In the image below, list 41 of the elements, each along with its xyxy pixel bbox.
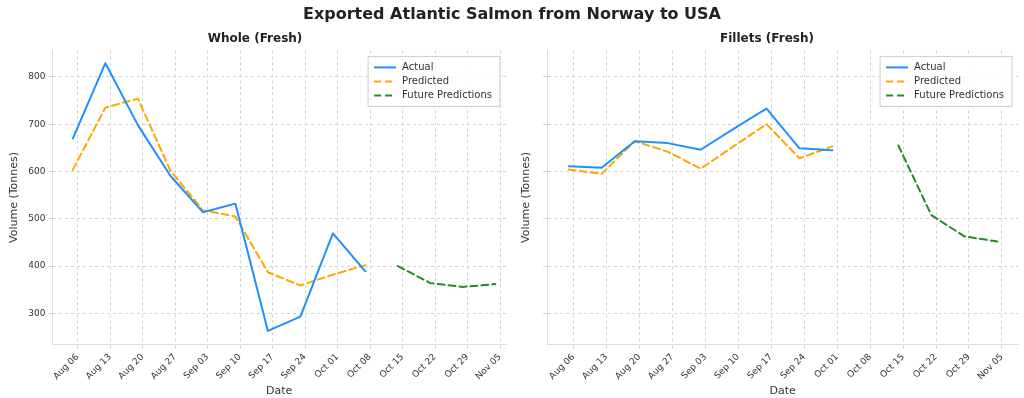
x-tick-label: Sep 17 [246,351,276,381]
legend-label: Predicted [402,74,450,86]
legend-label: Future Predictions [402,88,493,100]
x-tick-label: Sep 03 [679,351,709,381]
y-tick-label: 600 [28,165,46,176]
x-tick-label: Oct 29 [943,351,973,380]
x-axis-title: Date [266,384,293,398]
x-tick-label: Oct 15 [377,351,406,380]
x-tick-label: Oct 15 [877,351,907,380]
legend-label: Actual [914,60,946,72]
chart-title: Exported Atlantic Salmon from Norway to USA [302,4,722,23]
chart-title: Fillets (Fresh) [720,31,814,46]
line-series [71,97,367,287]
y-axis-title: Volume (Tonnes) [7,152,21,244]
x-tick-label: Sep 10 [712,351,742,381]
legend-label: Future Predictions [914,88,1005,100]
legend-label: Predicted [914,74,962,86]
y-axis-title: Volume (Tonnes) [519,152,533,244]
y-tick-label: 300 [28,307,46,318]
x-tick-label: Oct 22 [910,351,940,380]
x-tick-label: Nov 05 [975,351,1005,382]
x-tick-label: Sep 10 [213,351,244,381]
x-tick-label: Oct 29 [442,351,471,380]
x-tick-label: Sep 24 [278,351,309,381]
x-tick-label: Nov 05 [473,351,504,382]
x-tick-label: Oct 01 [312,351,341,380]
x-tick-label: Sep 17 [745,351,775,381]
legend-label: Actual [402,60,434,72]
y-tick-label: 400 [28,260,46,271]
x-tick-label: Oct 08 [344,351,374,380]
x-axis-title: Date [769,384,796,398]
x-tick-label: Oct 08 [844,351,874,380]
y-tick-label: 500 [28,213,46,224]
x-tick-label: Oct 01 [812,351,841,380]
x-tick-label: Sep 24 [778,351,808,381]
x-tick-label: Sep 03 [181,351,211,381]
line-series [396,265,497,288]
chart-subtitle: Whole (Fresh) [207,31,303,46]
x-tick-label: Oct 22 [409,351,439,380]
y-tick-label: 800 [28,71,46,82]
y-tick-label: 700 [28,118,46,129]
